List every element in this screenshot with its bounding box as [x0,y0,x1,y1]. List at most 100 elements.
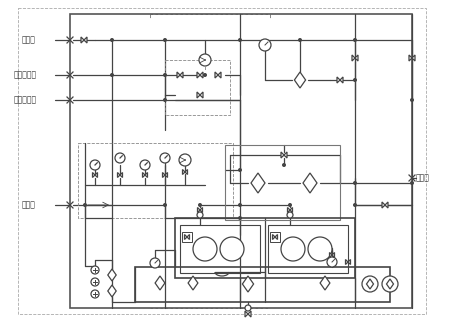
Polygon shape [200,72,203,78]
Polygon shape [248,311,251,317]
Circle shape [288,203,292,207]
Circle shape [163,203,167,207]
Circle shape [245,305,251,311]
Polygon shape [288,207,290,212]
Bar [165,60,230,115]
Polygon shape [197,72,200,78]
Circle shape [91,278,99,286]
Bar [78,143,233,218]
Polygon shape [273,235,275,239]
Polygon shape [281,152,284,158]
Circle shape [91,266,99,274]
Circle shape [238,203,242,207]
Text: 进油口: 进油口 [22,201,36,210]
Polygon shape [290,207,292,212]
Polygon shape [340,77,343,83]
Circle shape [83,203,87,207]
Bar [180,225,260,273]
Polygon shape [188,276,198,290]
Polygon shape [180,72,183,78]
Polygon shape [275,235,278,239]
Polygon shape [108,285,116,297]
Polygon shape [95,172,98,178]
Circle shape [163,98,167,102]
Polygon shape [332,252,334,258]
Circle shape [353,181,357,185]
Polygon shape [177,72,180,78]
Circle shape [287,212,293,218]
Polygon shape [294,72,306,88]
Polygon shape [184,235,187,239]
Polygon shape [337,77,340,83]
Circle shape [179,154,191,166]
Circle shape [353,203,357,207]
Polygon shape [366,279,373,289]
Bar [175,218,355,278]
Circle shape [382,276,398,292]
Text: 冷卻水出口: 冷卻水出口 [14,95,37,105]
Polygon shape [284,152,287,158]
Polygon shape [218,72,221,78]
Circle shape [115,153,125,163]
Polygon shape [143,172,145,178]
Polygon shape [348,260,351,265]
Polygon shape [187,235,189,239]
Polygon shape [81,37,84,43]
Polygon shape [412,55,415,61]
Circle shape [298,38,302,42]
Polygon shape [200,92,203,98]
Text: 排油口: 排油口 [416,173,430,182]
Circle shape [163,73,167,77]
Polygon shape [198,207,200,212]
Circle shape [362,276,378,292]
Polygon shape [382,202,385,208]
Circle shape [259,39,271,51]
Text: 冷卻水入口: 冷卻水入口 [14,70,37,79]
Circle shape [193,237,217,261]
Polygon shape [108,269,116,281]
Polygon shape [385,202,388,208]
Circle shape [353,38,357,42]
Circle shape [410,98,414,102]
Polygon shape [355,55,358,61]
Circle shape [238,216,242,220]
Circle shape [353,78,357,82]
Circle shape [281,237,305,261]
Circle shape [163,38,167,42]
Polygon shape [93,172,95,178]
Polygon shape [84,37,87,43]
Polygon shape [185,170,188,174]
Polygon shape [215,72,218,78]
Circle shape [327,257,337,267]
Polygon shape [387,279,393,289]
Bar [182,232,192,242]
Circle shape [150,258,160,268]
Circle shape [199,54,211,66]
Circle shape [110,38,114,42]
Circle shape [203,73,207,77]
Circle shape [197,212,203,218]
Polygon shape [200,207,202,212]
Polygon shape [145,172,148,178]
Polygon shape [329,252,332,258]
Polygon shape [120,172,122,178]
Polygon shape [352,55,355,61]
Bar [225,145,340,220]
Polygon shape [117,172,120,178]
Bar [135,267,390,302]
Polygon shape [243,276,254,292]
Polygon shape [155,276,165,290]
Circle shape [308,237,332,261]
Polygon shape [251,173,265,193]
Circle shape [282,163,286,167]
Polygon shape [346,260,348,265]
Circle shape [91,290,99,298]
Polygon shape [162,172,165,178]
Polygon shape [197,92,200,98]
Circle shape [220,237,244,261]
Circle shape [110,73,114,77]
Polygon shape [409,55,412,61]
Polygon shape [183,170,185,174]
Circle shape [198,203,202,207]
Circle shape [160,153,170,163]
